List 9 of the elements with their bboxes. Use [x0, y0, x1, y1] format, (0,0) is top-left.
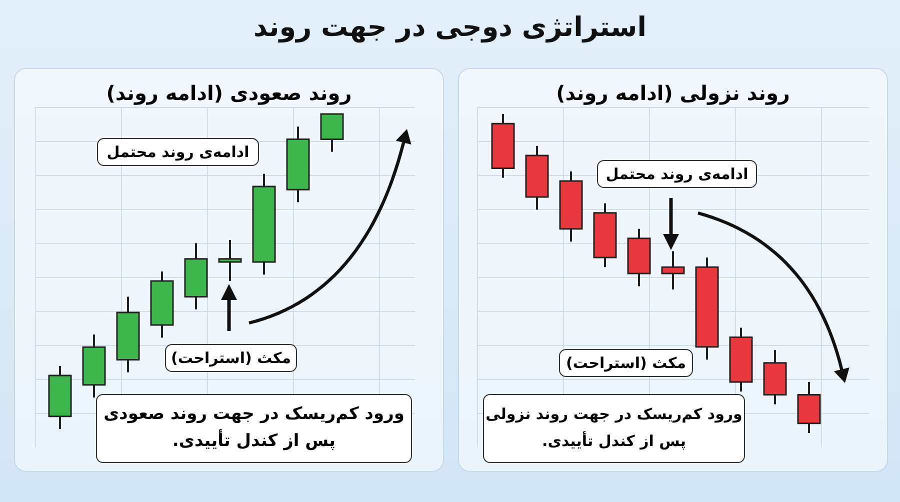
- annotation: مکث (استراحت): [559, 349, 693, 377]
- annotation: مکث (استراحت): [165, 344, 297, 372]
- text: استراتژی دوجی در جهت روند: [252, 12, 648, 43]
- annotation: ادامه‌ی روند محتمل: [597, 160, 757, 188]
- annotation: ورود کم‌ریسک در جهت روند نزولی پس از کندل تأییدی.: [483, 394, 745, 463]
- chart-subtitle: روند نزولی (ادامه روند): [555, 81, 791, 105]
- annotation: ورود کم‌ریسک در جهت روند صعودی پس از کندل تأییدی.: [96, 394, 412, 463]
- annotation: ادامه‌ی روند محتمل: [97, 138, 259, 166]
- chart-subtitle: روند صعودی (ادامه روند): [105, 81, 353, 105]
